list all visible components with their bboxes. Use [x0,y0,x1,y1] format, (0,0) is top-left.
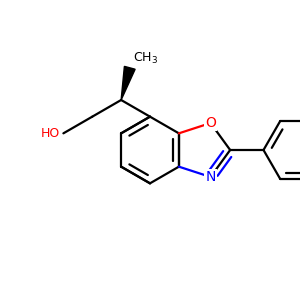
Text: HO: HO [41,127,60,140]
Text: O: O [205,116,216,130]
Text: CH$_3$: CH$_3$ [133,50,158,66]
Polygon shape [121,66,135,100]
Text: N: N [206,170,216,184]
